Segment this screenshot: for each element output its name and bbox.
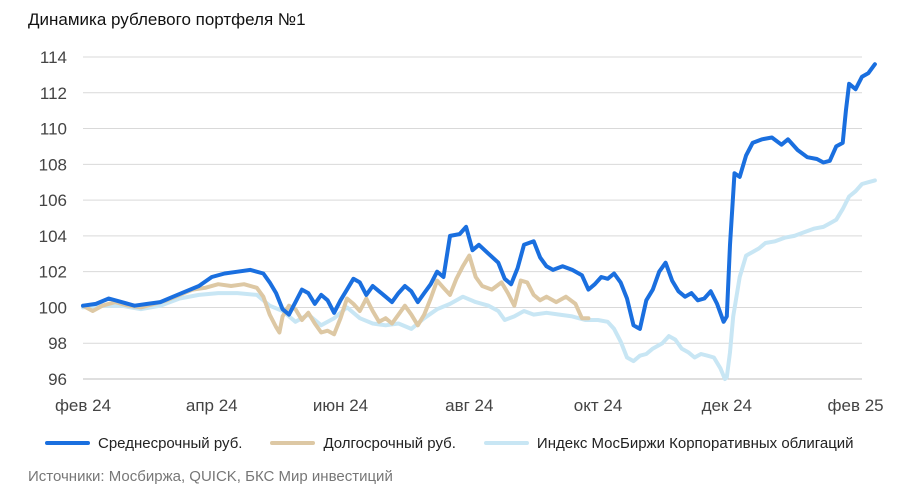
y-tick-label: 114 [40,48,67,67]
legend-item: Среднесрочный руб. [45,435,242,452]
legend-item: Индекс МосБиржи Корпоративных облигаций [483,434,854,452]
y-tick-label: 108 [39,155,67,174]
legend-swatch [270,441,316,445]
y-tick-label: 112 [40,84,67,103]
x-tick-label: апр 24 [186,396,238,415]
legend-label: Индекс МосБиржи Корпоративных облигаций [536,434,854,452]
x-tick-label: фев 24 [55,396,111,415]
y-tick-label: 110 [40,120,67,139]
legend-swatch [45,441,90,445]
y-tick-label: 106 [39,191,67,210]
y-tick-label: 96 [48,370,67,389]
legend-item: Долгосрочный руб. [270,434,456,452]
x-tick-label: окт 24 [574,396,623,415]
legend-label: Среднесрочный руб. [98,434,243,452]
x-tick-label: июн 24 [313,396,368,415]
series-line [81,253,591,337]
legend-label: Долгосрочный руб. [323,434,456,452]
y-tick-label: 100 [39,298,67,317]
x-tick-label: дек 24 [702,396,752,415]
y-tick-label: 98 [48,334,67,353]
source-note: Источники: Мосбиржа, QUICK, БКС Мир инве… [28,468,393,485]
x-tick-label: авг 24 [445,396,493,415]
y-tick-label: 102 [39,263,67,282]
series-line [81,62,877,331]
y-tick-label: 104 [39,227,67,246]
legend: Среднесрочный руб. Долгосрочный руб. Индек… [45,432,882,452]
legend-swatch [483,441,529,445]
chart-title: Динамика рублевого портфеля №1 [28,10,306,29]
x-tick-label: фев 25 [828,396,884,415]
